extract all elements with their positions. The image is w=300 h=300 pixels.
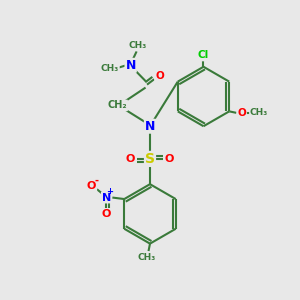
Text: CH₃: CH₃	[138, 253, 156, 262]
Text: N: N	[102, 193, 111, 202]
Text: CH₃: CH₃	[250, 108, 268, 117]
Text: CH₃: CH₃	[129, 41, 147, 50]
Text: S: S	[145, 152, 155, 166]
Text: O: O	[87, 181, 96, 191]
Text: N: N	[145, 120, 155, 133]
Text: O: O	[237, 108, 246, 118]
Text: O: O	[126, 154, 135, 164]
Text: N: N	[125, 59, 136, 72]
Text: O: O	[102, 209, 111, 219]
Text: +: +	[106, 187, 113, 196]
Text: O: O	[165, 154, 174, 164]
Text: CH₃: CH₃	[101, 64, 119, 73]
Text: Cl: Cl	[198, 50, 209, 61]
Text: CH₂: CH₂	[107, 100, 127, 110]
Text: O: O	[155, 71, 164, 81]
Text: -: -	[95, 175, 99, 185]
